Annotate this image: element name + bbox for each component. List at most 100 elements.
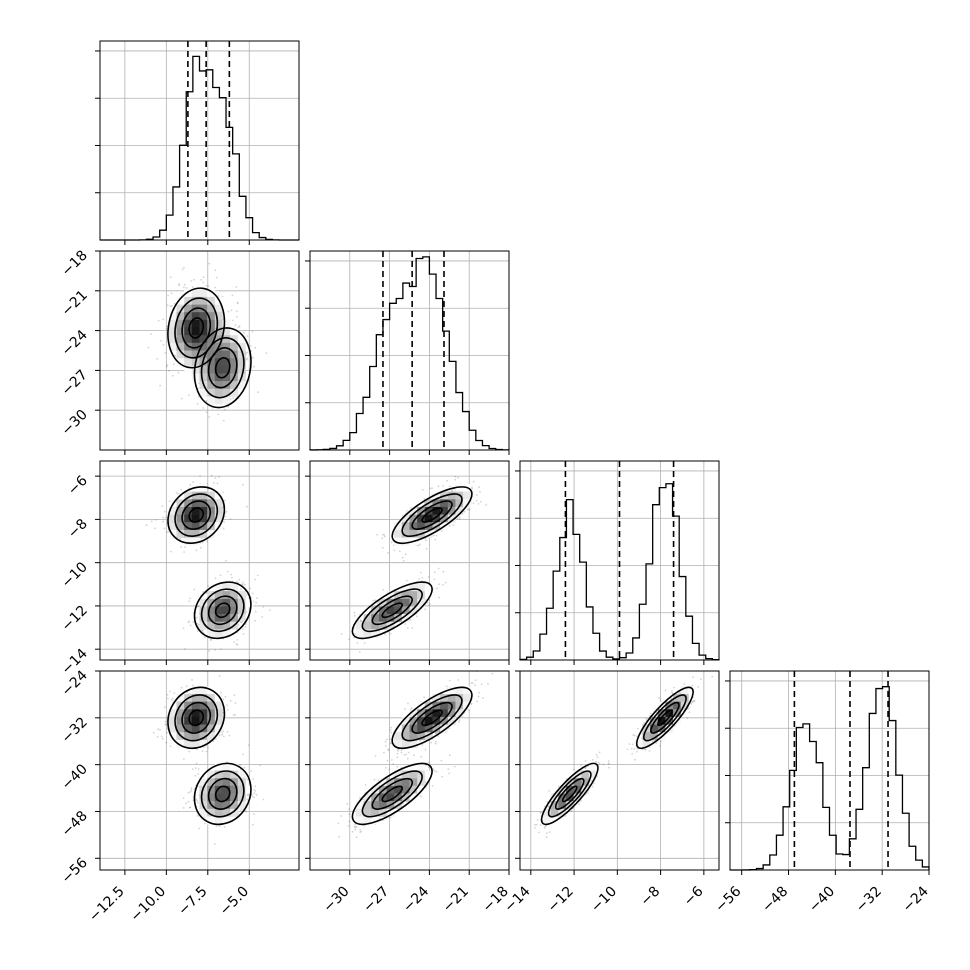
density-cell <box>191 739 200 748</box>
density-cell <box>207 491 216 500</box>
scatter-point <box>477 695 480 698</box>
contour-0-1 <box>181 307 212 349</box>
density-cell <box>378 606 387 615</box>
scatter-point <box>381 537 384 540</box>
density-cell <box>207 701 216 710</box>
scatter-point <box>420 795 422 798</box>
density-cell <box>222 614 231 623</box>
scatter-point <box>471 486 473 489</box>
density-cell <box>176 312 185 321</box>
scatter-point <box>253 792 256 795</box>
density-cell <box>455 484 464 492</box>
scatter-point <box>448 754 451 757</box>
scatter-point <box>183 286 185 288</box>
density-cell <box>432 514 441 523</box>
y-tick-label: −32 <box>59 714 91 746</box>
scatter-point <box>434 538 437 541</box>
panel-1-1 <box>305 250 510 455</box>
scatter-point <box>222 527 225 530</box>
density-cell <box>409 606 418 615</box>
density-cell <box>191 312 200 321</box>
scatter-point <box>409 618 412 621</box>
density-cell <box>207 327 216 336</box>
density-cell <box>176 327 185 336</box>
density-cell <box>214 312 223 321</box>
scatter-point <box>169 745 172 748</box>
scatter-point <box>256 574 259 577</box>
scatter-point <box>340 815 342 817</box>
scatter-point <box>242 331 245 334</box>
scatter-point <box>226 570 229 573</box>
y-tick-label: −12 <box>59 602 91 634</box>
density-cell <box>214 327 223 336</box>
density-cell <box>168 732 177 741</box>
density-cell <box>409 591 418 600</box>
scatter-point <box>479 500 482 503</box>
y-tick-label: −40 <box>59 761 91 793</box>
scatter-point <box>228 734 231 737</box>
density-cell <box>394 614 403 623</box>
scatter-point <box>251 356 254 359</box>
contour-1-3 <box>193 581 252 640</box>
panel-0-0 <box>95 40 300 245</box>
scatter-point <box>424 598 427 601</box>
density-cell <box>207 304 216 313</box>
scatter-point <box>382 589 385 591</box>
scatter-point <box>238 578 241 581</box>
density-cell <box>168 342 177 351</box>
density-cell <box>222 583 231 592</box>
scatter-point <box>254 619 256 622</box>
scatter-point <box>200 537 203 540</box>
y-tick-label: −21 <box>59 287 91 319</box>
contour-1-0 <box>214 602 231 619</box>
scatter-point <box>406 510 408 512</box>
density-cell <box>207 770 216 779</box>
scatter-point <box>197 801 199 804</box>
density-shading-3-0 <box>168 686 254 825</box>
scatter-point <box>241 583 244 585</box>
scatter-point <box>156 736 159 738</box>
scatter-point <box>390 726 392 729</box>
scatter-point <box>238 325 241 327</box>
scatter-point <box>219 648 222 651</box>
density-cell <box>417 506 426 515</box>
scatter-point <box>236 302 239 305</box>
density-cell <box>237 365 246 374</box>
scatter-point <box>268 609 271 611</box>
density-cell <box>417 514 426 523</box>
scatter-point <box>384 740 387 743</box>
density-cell <box>168 514 177 523</box>
density-cell <box>214 808 223 817</box>
density-cell <box>184 499 193 508</box>
scatter-point <box>387 551 389 554</box>
scatter-point <box>188 600 191 603</box>
contour-1-1 <box>207 347 238 389</box>
density-cell <box>222 335 231 344</box>
scatter-point <box>242 483 244 486</box>
density-cell <box>191 327 200 336</box>
scatter-point <box>227 310 230 313</box>
density-cell <box>214 762 223 771</box>
scatter-point <box>186 691 189 694</box>
density-cell <box>199 342 208 351</box>
scatter-point <box>160 735 163 738</box>
scatter-point <box>233 641 235 643</box>
scatter-point <box>169 305 172 308</box>
scatter-point <box>205 399 208 402</box>
density-cell <box>363 606 372 615</box>
density-cell <box>199 694 208 702</box>
density-cell <box>245 598 254 607</box>
scatter-point <box>458 516 461 519</box>
density-cell <box>386 614 395 623</box>
contour-0-0 <box>188 709 205 727</box>
density-cell <box>222 778 231 787</box>
scatter-point <box>252 778 255 780</box>
density-cell <box>207 778 216 787</box>
scatter-point <box>454 475 457 478</box>
density-cell <box>191 686 200 695</box>
scatter-point <box>405 579 408 582</box>
scatter-point <box>156 358 159 360</box>
density-cell <box>184 537 193 546</box>
scatter-point <box>165 325 168 328</box>
scatter-point <box>359 828 362 831</box>
